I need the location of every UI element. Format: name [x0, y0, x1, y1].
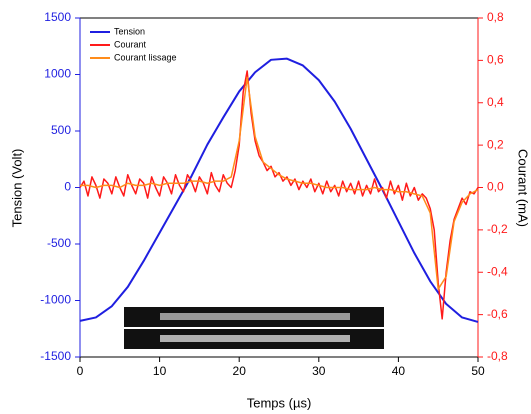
series-line — [79, 57, 479, 323]
x-tick-label: 20 — [233, 364, 247, 378]
x-tick-label: 30 — [312, 364, 326, 378]
y-tick-label: -1000 — [40, 293, 71, 307]
y-axis-title: Tension (Volt) — [9, 149, 24, 228]
x-tick-label: 0 — [77, 364, 84, 378]
y2-tick-label: -0,6 — [487, 307, 508, 321]
y2-tick-label: 0,4 — [487, 95, 504, 109]
x-tick-label: 40 — [392, 364, 406, 378]
inset-image — [122, 306, 386, 350]
y2-tick-label: 0,2 — [487, 137, 504, 151]
legend-label: Tension — [114, 26, 145, 36]
x-tick-label: 10 — [153, 364, 167, 378]
y2-tick-label: 0,8 — [487, 10, 504, 24]
y-tick-label: 500 — [51, 123, 71, 137]
x-tick-label: 50 — [471, 364, 485, 378]
y2-tick-label: 0,6 — [487, 53, 504, 67]
y-tick-label: -1500 — [40, 349, 71, 363]
y2-axis-title: Courant (mA) — [516, 149, 531, 227]
legend-label: Courant — [114, 39, 147, 49]
y-tick-label: -500 — [47, 236, 71, 250]
series-line — [80, 76, 479, 290]
y2-tick-label: -0,2 — [487, 222, 508, 236]
legend-label: Courant lissage — [114, 52, 177, 62]
y2-tick-label: -0,4 — [487, 264, 508, 278]
y2-tick-label: 0,0 — [487, 180, 504, 194]
x-axis-title: Temps (µs) — [247, 395, 312, 410]
y2-tick-label: -0,8 — [487, 349, 508, 363]
y-tick-label: 1500 — [44, 10, 71, 24]
y-tick-label: 1000 — [44, 67, 71, 81]
y-tick-label: 0 — [64, 180, 71, 194]
